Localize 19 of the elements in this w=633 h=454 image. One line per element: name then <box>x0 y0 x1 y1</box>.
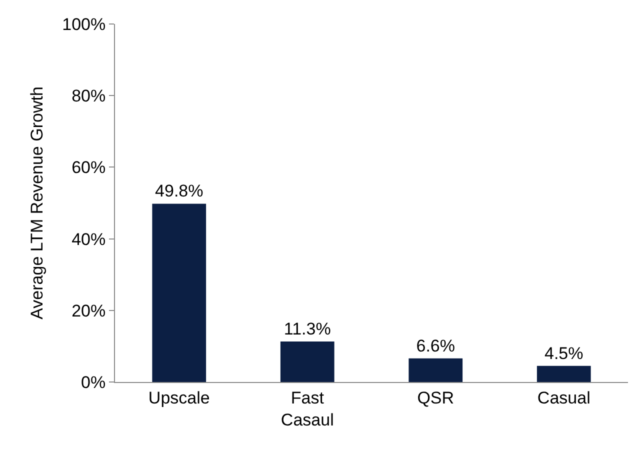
y-tick-label: 40% <box>72 230 106 249</box>
y-tick-label: 100% <box>62 14 106 34</box>
data-label: 49.8% <box>155 182 204 201</box>
data-label: 6.6% <box>416 336 455 356</box>
x-tick-label: QSR <box>417 388 454 408</box>
y-tick-label: 20% <box>72 301 106 320</box>
y-tick-label: 60% <box>72 158 106 178</box>
x-tick-label: Upscale <box>148 388 210 408</box>
data-label: 4.5% <box>544 344 584 363</box>
x-tick-label: Casual <box>537 388 590 408</box>
y-axis-title: Average LTM Revenue Growth <box>28 86 47 320</box>
y-tick-label: 0% <box>81 372 106 392</box>
x-tick-label: Fast Casaul <box>280 388 334 430</box>
bar <box>152 204 206 382</box>
data-label: 11.3% <box>284 320 331 339</box>
y-tick-label: 80% <box>72 86 106 106</box>
bar <box>536 366 591 382</box>
bar <box>280 342 334 382</box>
bar <box>408 358 463 382</box>
